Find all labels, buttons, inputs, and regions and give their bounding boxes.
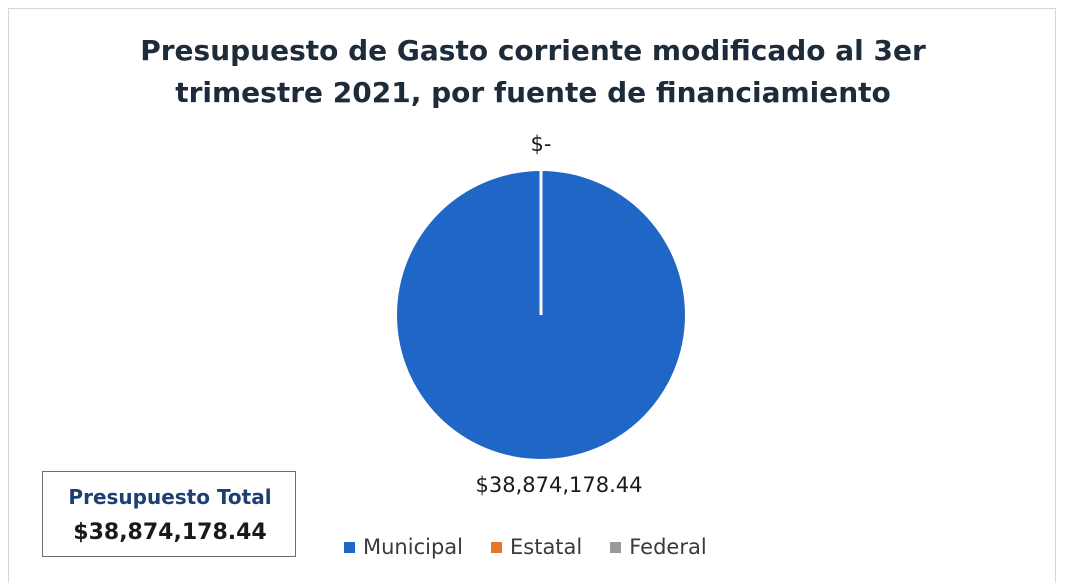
chart-title: Presupuesto de Gasto corriente modificad… <box>0 30 1066 114</box>
legend-label-federal: Federal <box>629 535 707 559</box>
chart-legend: Municipal Estatal Federal <box>344 532 735 562</box>
legend-label-municipal: Municipal <box>363 535 463 559</box>
legend-item-municipal: Municipal <box>344 535 463 559</box>
legend-item-federal: Federal <box>610 535 707 559</box>
chart-title-line-1: Presupuesto de Gasto corriente modificad… <box>140 34 926 67</box>
total-budget-label: Presupuesto Total <box>68 485 272 509</box>
legend-label-estatal: Estatal <box>510 535 583 559</box>
legend-swatch-federal <box>610 541 622 553</box>
chart-title-line-2: trimestre 2021, por fuente de financiami… <box>175 76 891 109</box>
data-label-municipal: $38,874,178.44 <box>476 473 643 497</box>
total-budget-value: $38,874,178.44 <box>73 520 267 545</box>
legend-item-estatal: Estatal <box>491 535 582 559</box>
legend-swatch-municipal <box>344 541 355 553</box>
legend-swatch-estatal <box>491 541 502 553</box>
data-label-zero: $- <box>531 132 552 156</box>
total-budget-box: Presupuesto Total $38,874,178.44 <box>42 471 296 557</box>
